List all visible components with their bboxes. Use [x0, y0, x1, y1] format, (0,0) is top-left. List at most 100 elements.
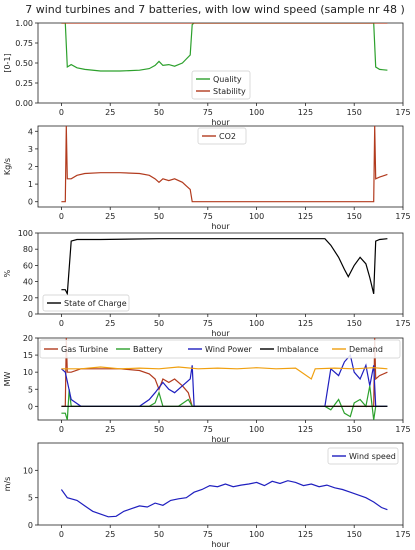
x-tick-label: 100	[249, 530, 264, 539]
axes-frame	[37, 337, 404, 421]
x-tick-label: 150	[347, 212, 362, 221]
x-tick-label: 150	[347, 425, 362, 434]
series-line-quality	[61, 23, 388, 72]
x-tick-label: 100	[249, 425, 264, 434]
y-axis-label: Kg/s	[3, 158, 12, 175]
y-axis-label: [0-1]	[3, 53, 12, 72]
x-tick-label: 75	[203, 319, 213, 328]
y-tick-label: 1	[28, 180, 33, 189]
y-tick-label: 10	[23, 368, 33, 377]
y-tick-label: 0.00	[15, 99, 33, 108]
y-tick-label: 20	[23, 294, 33, 303]
y-tick-label: 0	[28, 402, 33, 411]
y-tick-label: 4	[28, 127, 33, 136]
y-tick-label: 0.75	[15, 39, 33, 48]
x-tick-label: 150	[347, 108, 362, 117]
y-tick-label: 0.50	[15, 59, 33, 68]
x-tick-label: 100	[249, 212, 264, 221]
series-line-wind-speed	[60, 480, 388, 518]
x-tick-label: 125	[298, 212, 313, 221]
x-tick-label: 175	[395, 425, 410, 434]
y-tick-label: 1.00	[15, 19, 33, 28]
x-tick-label: 100	[249, 108, 264, 117]
chart-panel-1: 0 25 50 75 100 125 150 175 0.00 0.25 0.50 0.75 1.00 h…	[3, 19, 411, 127]
y-tick-label: 0	[28, 310, 33, 319]
x-axis-label: hour	[211, 222, 230, 231]
x-axis-label: hour	[211, 329, 230, 338]
y-tick-label: 0.25	[15, 79, 33, 88]
chart-panel-5: 0 25 50 75 100 125 150 175 0 5 10 hour m/s Wind speed	[3, 442, 411, 549]
x-tick-label: 0	[59, 530, 64, 539]
x-tick-label: 25	[105, 530, 115, 539]
figure-title: 7 wind turbines and 7 batteries, with lo…	[25, 3, 405, 16]
legend: State of Charge	[42, 294, 130, 312]
legend-entry: Stability	[213, 87, 246, 96]
x-tick-label: 25	[105, 212, 115, 221]
y-tick-label: 0	[28, 198, 33, 207]
x-tick-label: 175	[395, 212, 410, 221]
legend-entry: Gas Turbine	[61, 345, 108, 354]
y-tick-label: 10	[23, 466, 33, 475]
x-tick-label: 175	[395, 530, 410, 539]
chart-panel-2: 0 25 50 75 100 125 150 175 0 1 2 3 4 hour Kg/s CO2	[3, 125, 411, 231]
x-tick-label: 50	[154, 319, 164, 328]
legend-entry: Wind Power	[205, 345, 253, 354]
y-axis-label: MW	[3, 372, 12, 387]
y-tick-label: 5	[28, 494, 33, 503]
y-tick-label: 20	[23, 334, 33, 343]
x-tick-label: 125	[298, 425, 313, 434]
x-axis-label: hour	[211, 540, 230, 549]
legend-entry: Demand	[349, 345, 383, 354]
chart-panel-3: 0 25 50 75 100 125 150 175 0 20 40 60 80 100 hour% Stat…	[3, 229, 411, 338]
x-axis-label: hour	[211, 435, 230, 444]
series-line-demand	[61, 366, 388, 380]
x-tick-label: 75	[203, 212, 213, 221]
x-tick-label: 125	[298, 319, 313, 328]
y-tick-label: 2	[28, 163, 33, 172]
y-tick-label: 15	[23, 351, 33, 360]
x-tick-label: 0	[59, 108, 64, 117]
legend: CO2	[197, 127, 247, 145]
y-tick-label: 3	[28, 145, 33, 154]
x-tick-label: 175	[395, 319, 410, 328]
x-tick-label: 50	[154, 530, 164, 539]
x-tick-label: 50	[154, 212, 164, 221]
legend-entry: CO2	[219, 132, 236, 141]
y-tick-label: 60	[23, 261, 33, 270]
x-tick-label: 0	[59, 319, 64, 328]
x-tick-label: 100	[249, 319, 264, 328]
series-line-state-of-charge	[61, 238, 388, 297]
legend: Quality Stability	[191, 70, 251, 100]
x-tick-label: 75	[203, 530, 213, 539]
x-tick-label: 175	[395, 108, 410, 117]
legend-entry: Battery	[133, 345, 163, 354]
y-tick-label: 0	[28, 521, 33, 530]
x-tick-label: 0	[59, 212, 64, 221]
legend: Wind speed	[327, 447, 399, 465]
x-tick-label: 25	[105, 425, 115, 434]
legend-entry: Wind speed	[349, 452, 396, 461]
x-tick-label: 150	[347, 319, 362, 328]
y-tick-label: 5	[28, 385, 33, 394]
x-tick-label: 50	[154, 108, 164, 117]
x-tick-label: 50	[154, 425, 164, 434]
x-tick-label: 150	[347, 530, 362, 539]
y-axis-label: %	[3, 269, 12, 277]
x-tick-label: 125	[298, 530, 313, 539]
y-tick-label: 40	[23, 278, 33, 287]
x-tick-label: 75	[203, 425, 213, 434]
chart-panel-4: 0 25 50 75 100 125 150 175 0 5 10 15 20 hour MW Gas Tur…	[3, 334, 411, 444]
series-line-co2	[61, 126, 388, 203]
y-tick-label: 80	[23, 245, 33, 254]
legend-entry: Quality	[213, 75, 242, 84]
series-line-wind-power	[61, 353, 388, 407]
axes-frame	[37, 232, 404, 315]
legend: Gas Turbine Battery Wind Power Imbalance Dem…	[39, 339, 401, 359]
x-axis-label: hour	[211, 118, 230, 127]
legend-entry: Imbalance	[277, 345, 319, 354]
series-line-battery	[61, 385, 388, 420]
x-tick-label: 75	[203, 108, 213, 117]
x-tick-label: 0	[59, 425, 64, 434]
legend-entry: State of Charge	[64, 299, 127, 308]
